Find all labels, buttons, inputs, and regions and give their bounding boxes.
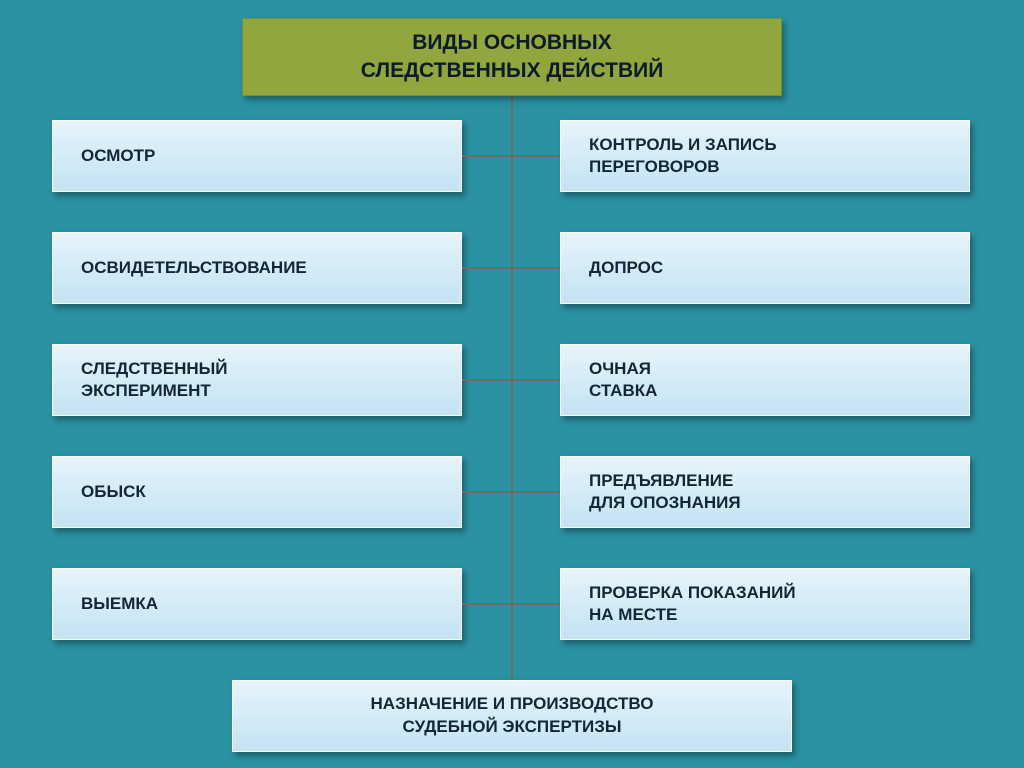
left-item-1: ОСВИДЕТЕЛЬСТВОВАНИЕ — [52, 232, 462, 304]
right-item-0-line-1: ПЕРЕГОВОРОВ — [589, 156, 957, 178]
diagram-canvas: ВИДЫ ОСНОВНЫХ СЛЕДСТВЕННЫХ ДЕЙСТВИЙ ОСМО… — [0, 0, 1024, 768]
right-item-4-line-1: НА МЕСТЕ — [589, 604, 957, 626]
right-connector-2 — [512, 379, 560, 381]
right-item-2: ОЧНАЯСТАВКА — [560, 344, 970, 416]
header-box: ВИДЫ ОСНОВНЫХ СЛЕДСТВЕННЫХ ДЕЙСТВИЙ — [242, 18, 782, 96]
left-item-0-line-0: ОСМОТР — [81, 145, 449, 167]
left-item-2-line-0: СЛЕДСТВЕННЫЙ — [81, 358, 449, 380]
footer-line1: НАЗНАЧЕНИЕ И ПРОИЗВОДСТВО — [233, 693, 791, 716]
left-connector-4 — [462, 603, 512, 605]
right-connector-4 — [512, 603, 560, 605]
right-item-2-line-0: ОЧНАЯ — [589, 358, 957, 380]
right-item-2-line-1: СТАВКА — [589, 380, 957, 402]
right-item-1-line-0: ДОПРОС — [589, 257, 957, 279]
left-connector-2 — [462, 379, 512, 381]
right-item-3-line-0: ПРЕДЪЯВЛЕНИЕ — [589, 470, 957, 492]
right-item-1: ДОПРОС — [560, 232, 970, 304]
left-item-3-line-0: ОБЫСК — [81, 481, 449, 503]
right-item-0: КОНТРОЛЬ И ЗАПИСЬПЕРЕГОВОРОВ — [560, 120, 970, 192]
right-item-3-line-1: ДЛЯ ОПОЗНАНИЯ — [589, 492, 957, 514]
right-connector-1 — [512, 267, 560, 269]
right-connector-0 — [512, 155, 560, 157]
footer-line2: СУДЕБНОЙ ЭКСПЕРТИЗЫ — [233, 716, 791, 739]
left-item-3: ОБЫСК — [52, 456, 462, 528]
left-item-4: ВЫЕМКА — [52, 568, 462, 640]
left-item-1-line-0: ОСВИДЕТЕЛЬСТВОВАНИЕ — [81, 257, 449, 279]
left-connector-1 — [462, 267, 512, 269]
right-item-0-line-0: КОНТРОЛЬ И ЗАПИСЬ — [589, 134, 957, 156]
right-item-3: ПРЕДЪЯВЛЕНИЕДЛЯ ОПОЗНАНИЯ — [560, 456, 970, 528]
header-line1: ВИДЫ ОСНОВНЫХ — [243, 29, 781, 57]
header-line2: СЛЕДСТВЕННЫХ ДЕЙСТВИЙ — [243, 57, 781, 85]
footer-box: НАЗНАЧЕНИЕ И ПРОИЗВОДСТВО СУДЕБНОЙ ЭКСПЕ… — [232, 680, 792, 752]
left-item-2-line-1: ЭКСПЕРИМЕНТ — [81, 380, 449, 402]
right-connector-3 — [512, 491, 560, 493]
left-connector-0 — [462, 155, 512, 157]
left-item-0: ОСМОТР — [52, 120, 462, 192]
vertical-spine — [511, 90, 513, 680]
right-item-4-line-0: ПРОВЕРКА ПОКАЗАНИЙ — [589, 582, 957, 604]
left-connector-3 — [462, 491, 512, 493]
right-item-4: ПРОВЕРКА ПОКАЗАНИЙНА МЕСТЕ — [560, 568, 970, 640]
left-item-2: СЛЕДСТВЕННЫЙЭКСПЕРИМЕНТ — [52, 344, 462, 416]
left-item-4-line-0: ВЫЕМКА — [81, 593, 449, 615]
